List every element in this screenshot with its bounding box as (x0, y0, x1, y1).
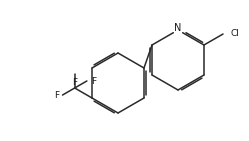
Text: F: F (92, 78, 97, 86)
Text: Cl: Cl (230, 29, 239, 38)
Text: F: F (72, 78, 77, 87)
Text: N: N (174, 23, 182, 33)
Text: F: F (54, 92, 60, 101)
